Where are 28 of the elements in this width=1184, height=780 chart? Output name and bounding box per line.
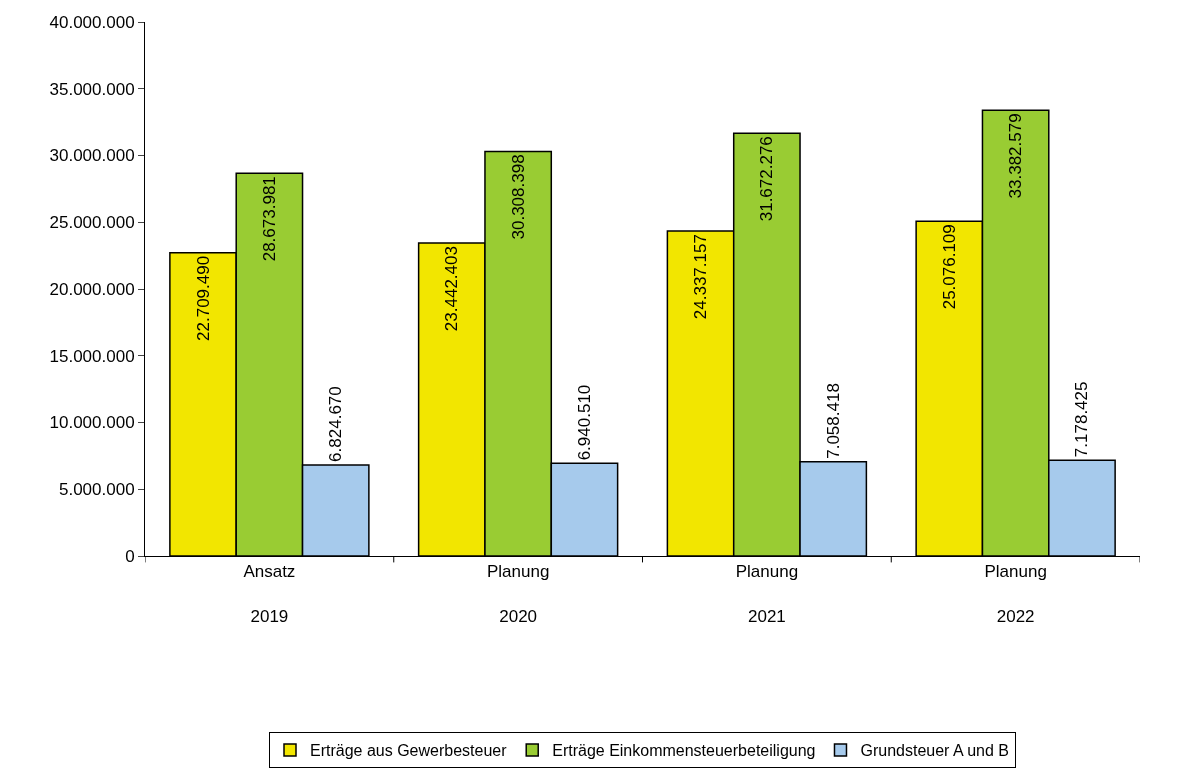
y-tick-label: 15.000.000 xyxy=(49,346,135,366)
y-tick-label: 35.000.000 xyxy=(49,79,135,99)
category-label: Planung 2020 xyxy=(486,562,550,626)
legend-label: Erträge Einkommensteuerbeteiligung xyxy=(552,742,816,760)
data-label: 6.824.670 xyxy=(326,386,346,462)
data-label: 23.442.403 xyxy=(442,246,462,332)
data-label: 31.672.276 xyxy=(757,136,777,222)
data-label: 33.382.579 xyxy=(1006,113,1026,199)
y-tick-label: 25.000.000 xyxy=(49,213,135,233)
y-tick-label: 20.000.000 xyxy=(49,279,135,299)
data-label: 30.308.398 xyxy=(508,154,528,240)
data-label: 28.673.981 xyxy=(259,176,279,262)
y-tick-label: 10.000.000 xyxy=(49,413,135,433)
data-label: 7.058.418 xyxy=(823,383,843,459)
data-label: 7.178.425 xyxy=(1072,381,1092,458)
legend-label: Erträge aus Gewerbesteuer xyxy=(310,742,508,760)
legend-label: Grundsteuer A und B xyxy=(860,742,1010,760)
y-tick-label: 0 xyxy=(125,546,135,566)
category-label: Planung 2022 xyxy=(984,562,1047,626)
y-tick-label: 40.000.000 xyxy=(49,12,135,32)
data-label: 6.940.510 xyxy=(574,384,594,461)
y-tick-label: 5.000.000 xyxy=(58,480,135,500)
y-tick-label: 30.000.000 xyxy=(49,146,135,166)
category-label: Planung 2021 xyxy=(735,562,799,626)
data-label: 25.076.109 xyxy=(939,224,959,310)
category-label: Ansatz 2019 xyxy=(243,562,296,626)
data-label: 22.709.490 xyxy=(193,255,213,341)
data-label: 24.337.157 xyxy=(691,234,711,320)
